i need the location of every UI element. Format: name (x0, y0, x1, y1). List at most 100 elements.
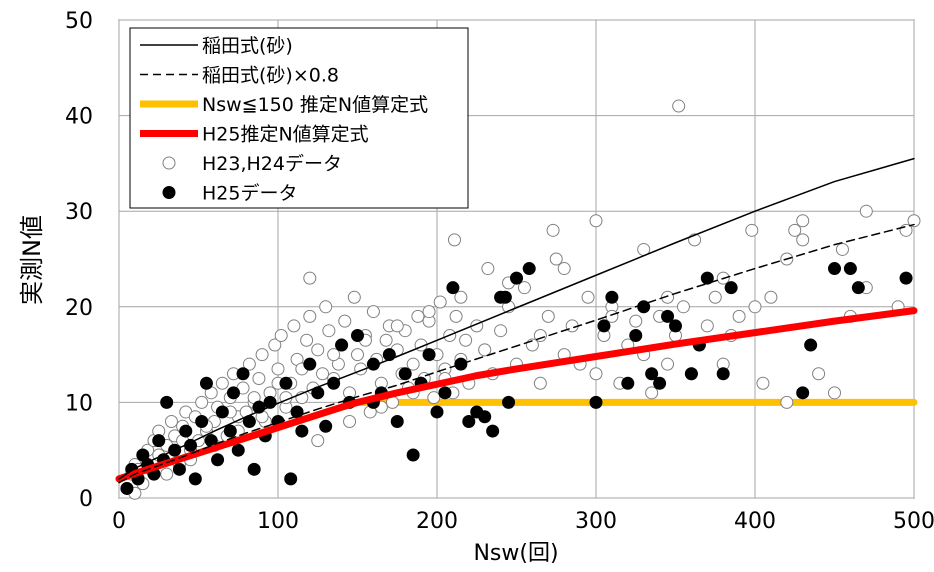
h25-data-point (796, 386, 810, 400)
y-tick-label: 20 (65, 296, 93, 321)
h23-h24-data-point (343, 415, 357, 429)
h25-data-point (335, 338, 349, 352)
h23-h24-data-point (433, 295, 447, 309)
x-tick-label: 300 (575, 509, 617, 534)
legend-label: H23,H24データ (202, 153, 342, 175)
h23-h24-data-point (546, 223, 560, 237)
h25-data-point (462, 415, 476, 429)
h23-h24-data-point (661, 357, 675, 371)
h25-data-point (589, 395, 603, 409)
h25-data-point (398, 367, 412, 381)
h25-data-point (843, 262, 857, 276)
h23-h24-data-point (745, 223, 759, 237)
h25-data-point (669, 319, 682, 333)
h25-data-point (486, 424, 500, 438)
h25-data-point (438, 386, 452, 400)
h23-h24-data-point (494, 324, 508, 338)
h25-data-point (629, 328, 643, 342)
h23-h24-data-point (351, 348, 364, 362)
h25-data-point (605, 290, 619, 304)
x-tick-label: 500 (893, 509, 934, 534)
h23-h24-data-point (311, 434, 325, 448)
h25-data-point (716, 367, 730, 381)
h25-data-point (661, 309, 675, 323)
h23-h24-data-point (316, 367, 330, 381)
h25-data-point (454, 357, 468, 371)
y-tick-label: 10 (65, 391, 93, 416)
h25-data-point (653, 376, 667, 390)
inada-sand-x08-line (118, 223, 915, 484)
h23-h24-data-point (303, 309, 317, 323)
h23-h24-data-point (411, 309, 425, 323)
h25-data-point (223, 424, 237, 438)
h23-h24-data-point (164, 415, 178, 429)
h23-h24-data-point (557, 262, 571, 276)
h25-data-point (231, 443, 245, 457)
h23-h24-data-point (748, 300, 762, 314)
h23-h24-data-point (788, 223, 802, 237)
h23-h24-data-point (300, 333, 314, 347)
h23-h24-data-point (160, 467, 174, 481)
legend-label: H25データ (202, 183, 297, 205)
y-tick-label: 40 (65, 105, 93, 130)
h25-data-point (211, 453, 225, 467)
h23-h24-data-point (311, 343, 325, 357)
h23-h24-data-point (449, 309, 463, 323)
h25-data-point (152, 434, 166, 448)
h23-h24-data-point (581, 290, 595, 304)
legend: 稲田式(砂) 稲田式(砂)×0.8 Nsw≦150 推定N値算定式 H25推定N値算定… (129, 27, 469, 209)
h23-h24-data-point (406, 357, 420, 371)
x-tick-label: 200 (416, 509, 458, 534)
legend-swatch-marker (162, 156, 176, 170)
tick-layer: 0 100 200 300 400 500 0 10 20 30 40 50 (65, 9, 934, 534)
h23-h24-data-point (589, 367, 603, 381)
h23-h24-data-point (327, 348, 341, 362)
h25-data-point (899, 271, 913, 285)
h23-h24-data-point (390, 319, 404, 333)
h23-h24-data-point (422, 305, 436, 319)
h25-data-point (510, 271, 523, 285)
h25-data-point (226, 386, 240, 400)
h25-data-point (319, 419, 333, 433)
h23-h24-data-point (255, 348, 269, 362)
h25-data-point (446, 281, 460, 295)
h25-data-point (279, 376, 293, 390)
h25-data-point (172, 462, 186, 476)
h23-h24-data-point (447, 233, 461, 247)
x-tick-label: 400 (734, 509, 776, 534)
h25-data-point (851, 281, 865, 295)
h25-data-point (406, 448, 420, 462)
h23-h24-data-point (242, 357, 256, 371)
h23-h24-data-point (756, 376, 770, 390)
h25-data-point (215, 405, 229, 419)
h23-h24-data-point (796, 214, 810, 228)
y-axis-label: 実測N値 (18, 215, 46, 305)
legend-label: 稲田式(砂) (202, 35, 293, 57)
h25-data-point (621, 376, 635, 390)
h23-h24-data-point (549, 252, 563, 266)
h23-h24-data-point (708, 290, 722, 304)
h25-data-point (645, 367, 659, 381)
inada-sand-line (118, 157, 915, 480)
h25-data-point (188, 472, 202, 486)
h25-data-point (828, 262, 841, 276)
h23-h24-data-point (481, 262, 495, 276)
x-tick-label: 0 (112, 509, 126, 534)
h23-h24-data-point (629, 314, 643, 328)
h23-h24-data-point (215, 376, 229, 390)
legend-label: Nsw≦150 推定N値算定式 (202, 94, 428, 116)
h25-data-point (498, 290, 512, 304)
h23-h24-data-point (287, 319, 301, 333)
h23-h24-data-point (764, 290, 778, 304)
h23-h24-data-point (541, 309, 555, 323)
h23-h24-data-point (454, 290, 468, 304)
h23-h24-data-point (195, 395, 209, 409)
legend-label: H25推定N値算定式 (202, 124, 369, 146)
h23-h24-data-point (589, 214, 603, 228)
legend-label: 稲田式(砂)×0.8 (202, 65, 339, 87)
legend-box (129, 27, 469, 209)
h23-h24-data-point (271, 362, 285, 376)
h25-data-point (351, 328, 364, 342)
